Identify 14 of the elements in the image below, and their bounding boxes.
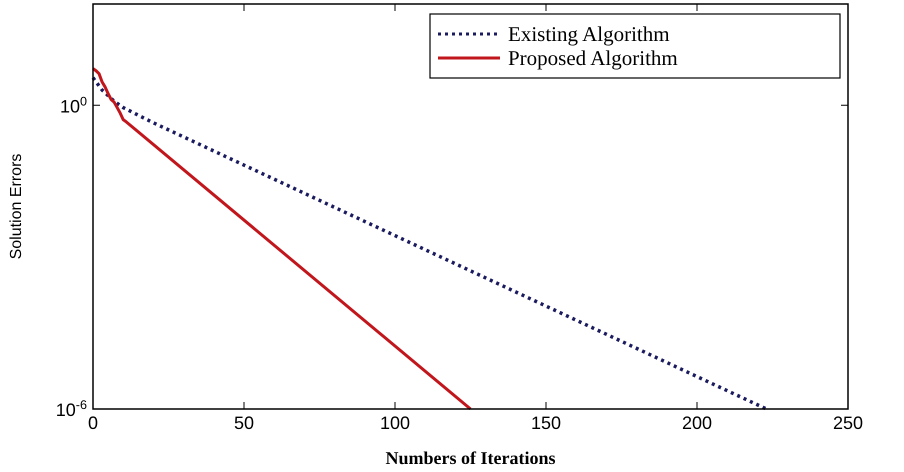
x-tick-label: 100: [380, 413, 410, 433]
line-series: [91, 76, 768, 411]
x-tick-label: 200: [682, 413, 712, 433]
y-axis-title: Solution Errors: [8, 154, 25, 260]
x-axis-title: Numbers of Iterations: [386, 448, 556, 468]
legend-label: Existing Algorithm: [508, 22, 670, 46]
y-tick-label: 10$^{-6}$: [56, 398, 87, 420]
x-tick-label: 50: [234, 413, 254, 433]
line-series: [92, 67, 472, 410]
x-tick-label: 150: [530, 413, 562, 433]
x-tick-label: 250: [832, 413, 864, 433]
legend-label: Proposed Algorithm: [508, 46, 678, 70]
y-tick-label: 10$^{0}$: [60, 94, 87, 116]
x-tick-label: 0: [88, 413, 98, 433]
